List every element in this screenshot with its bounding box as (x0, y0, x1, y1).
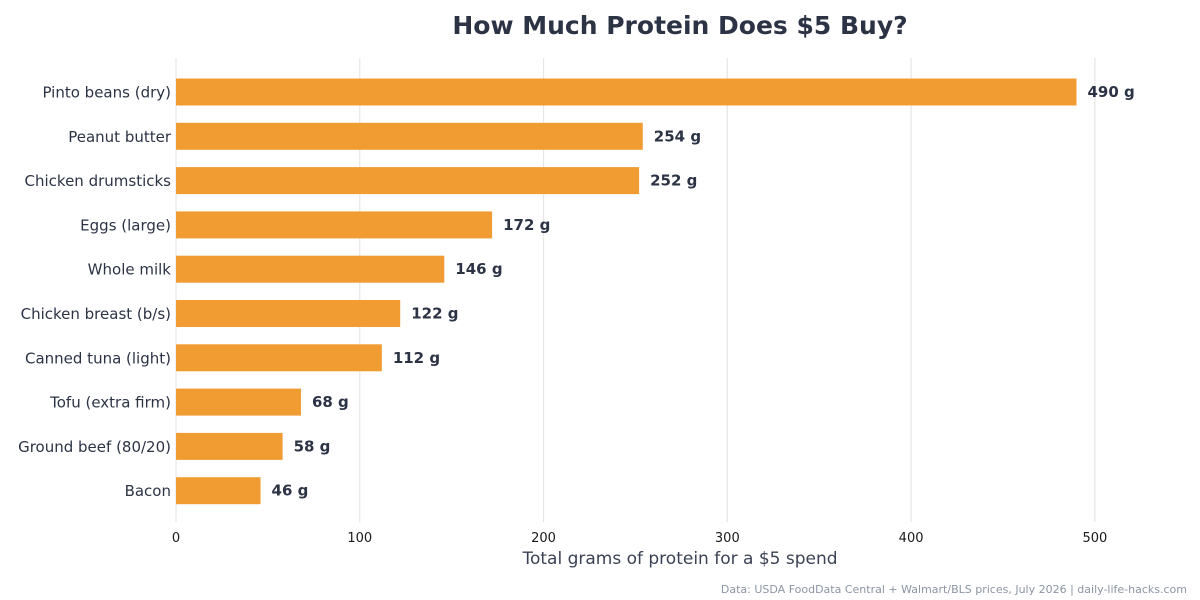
value-label: 112 g (393, 349, 440, 367)
value-label: 146 g (455, 260, 502, 278)
bar (176, 78, 1077, 106)
bar (176, 167, 640, 195)
x-tick-label: 500 (1082, 531, 1107, 546)
category-label: Chicken drumsticks (25, 172, 172, 190)
x-tick-label: 400 (899, 531, 924, 546)
bar (176, 344, 382, 372)
category-label: Chicken breast (b/s) (21, 305, 171, 323)
x-axis-label: Total grams of protein for a $5 spend (521, 549, 837, 569)
category-label: Canned tuna (light) (25, 349, 171, 367)
bars (176, 78, 1077, 505)
x-tick-label: 300 (715, 531, 740, 546)
category-label: Pinto beans (dry) (42, 84, 171, 102)
x-tick-label: 100 (347, 531, 372, 546)
value-label: 46 g (272, 482, 309, 500)
category-label: Eggs (large) (80, 216, 171, 234)
category-label: Peanut butter (68, 128, 172, 146)
chart-title: How Much Protein Does $5 Buy? (452, 11, 907, 40)
value-label: 172 g (503, 216, 550, 234)
bar (176, 388, 301, 416)
source-footer: Data: USDA FoodData Central + Walmart/BL… (721, 583, 1187, 596)
category-labels: Pinto beans (dry) Peanut butter Chicken dr… (18, 84, 172, 501)
value-label: 58 g (294, 437, 331, 455)
category-label: Ground beef (80/20) (18, 438, 171, 456)
x-tick-labels: 0 100 200 300 400 500 (172, 531, 1107, 546)
bar (176, 255, 445, 283)
bar (176, 432, 283, 460)
bar (176, 211, 493, 239)
bar (176, 300, 401, 327)
value-label: 490 g (1087, 83, 1134, 101)
category-label: Bacon (125, 482, 171, 500)
x-tick-label: 0 (172, 531, 180, 546)
category-label: Tofu (extra firm) (49, 394, 171, 412)
value-label: 252 g (650, 172, 697, 190)
category-label: Whole milk (88, 261, 172, 279)
value-label: 254 g (654, 127, 701, 145)
x-tick-label: 200 (531, 531, 556, 546)
bar (176, 477, 261, 505)
value-labels: 490 g 254 g 252 g 172 g 146 g 122 g 112 g 68 g 5… (272, 83, 1135, 500)
bar (176, 122, 643, 150)
value-label: 68 g (312, 393, 349, 411)
value-label: 122 g (411, 305, 458, 323)
